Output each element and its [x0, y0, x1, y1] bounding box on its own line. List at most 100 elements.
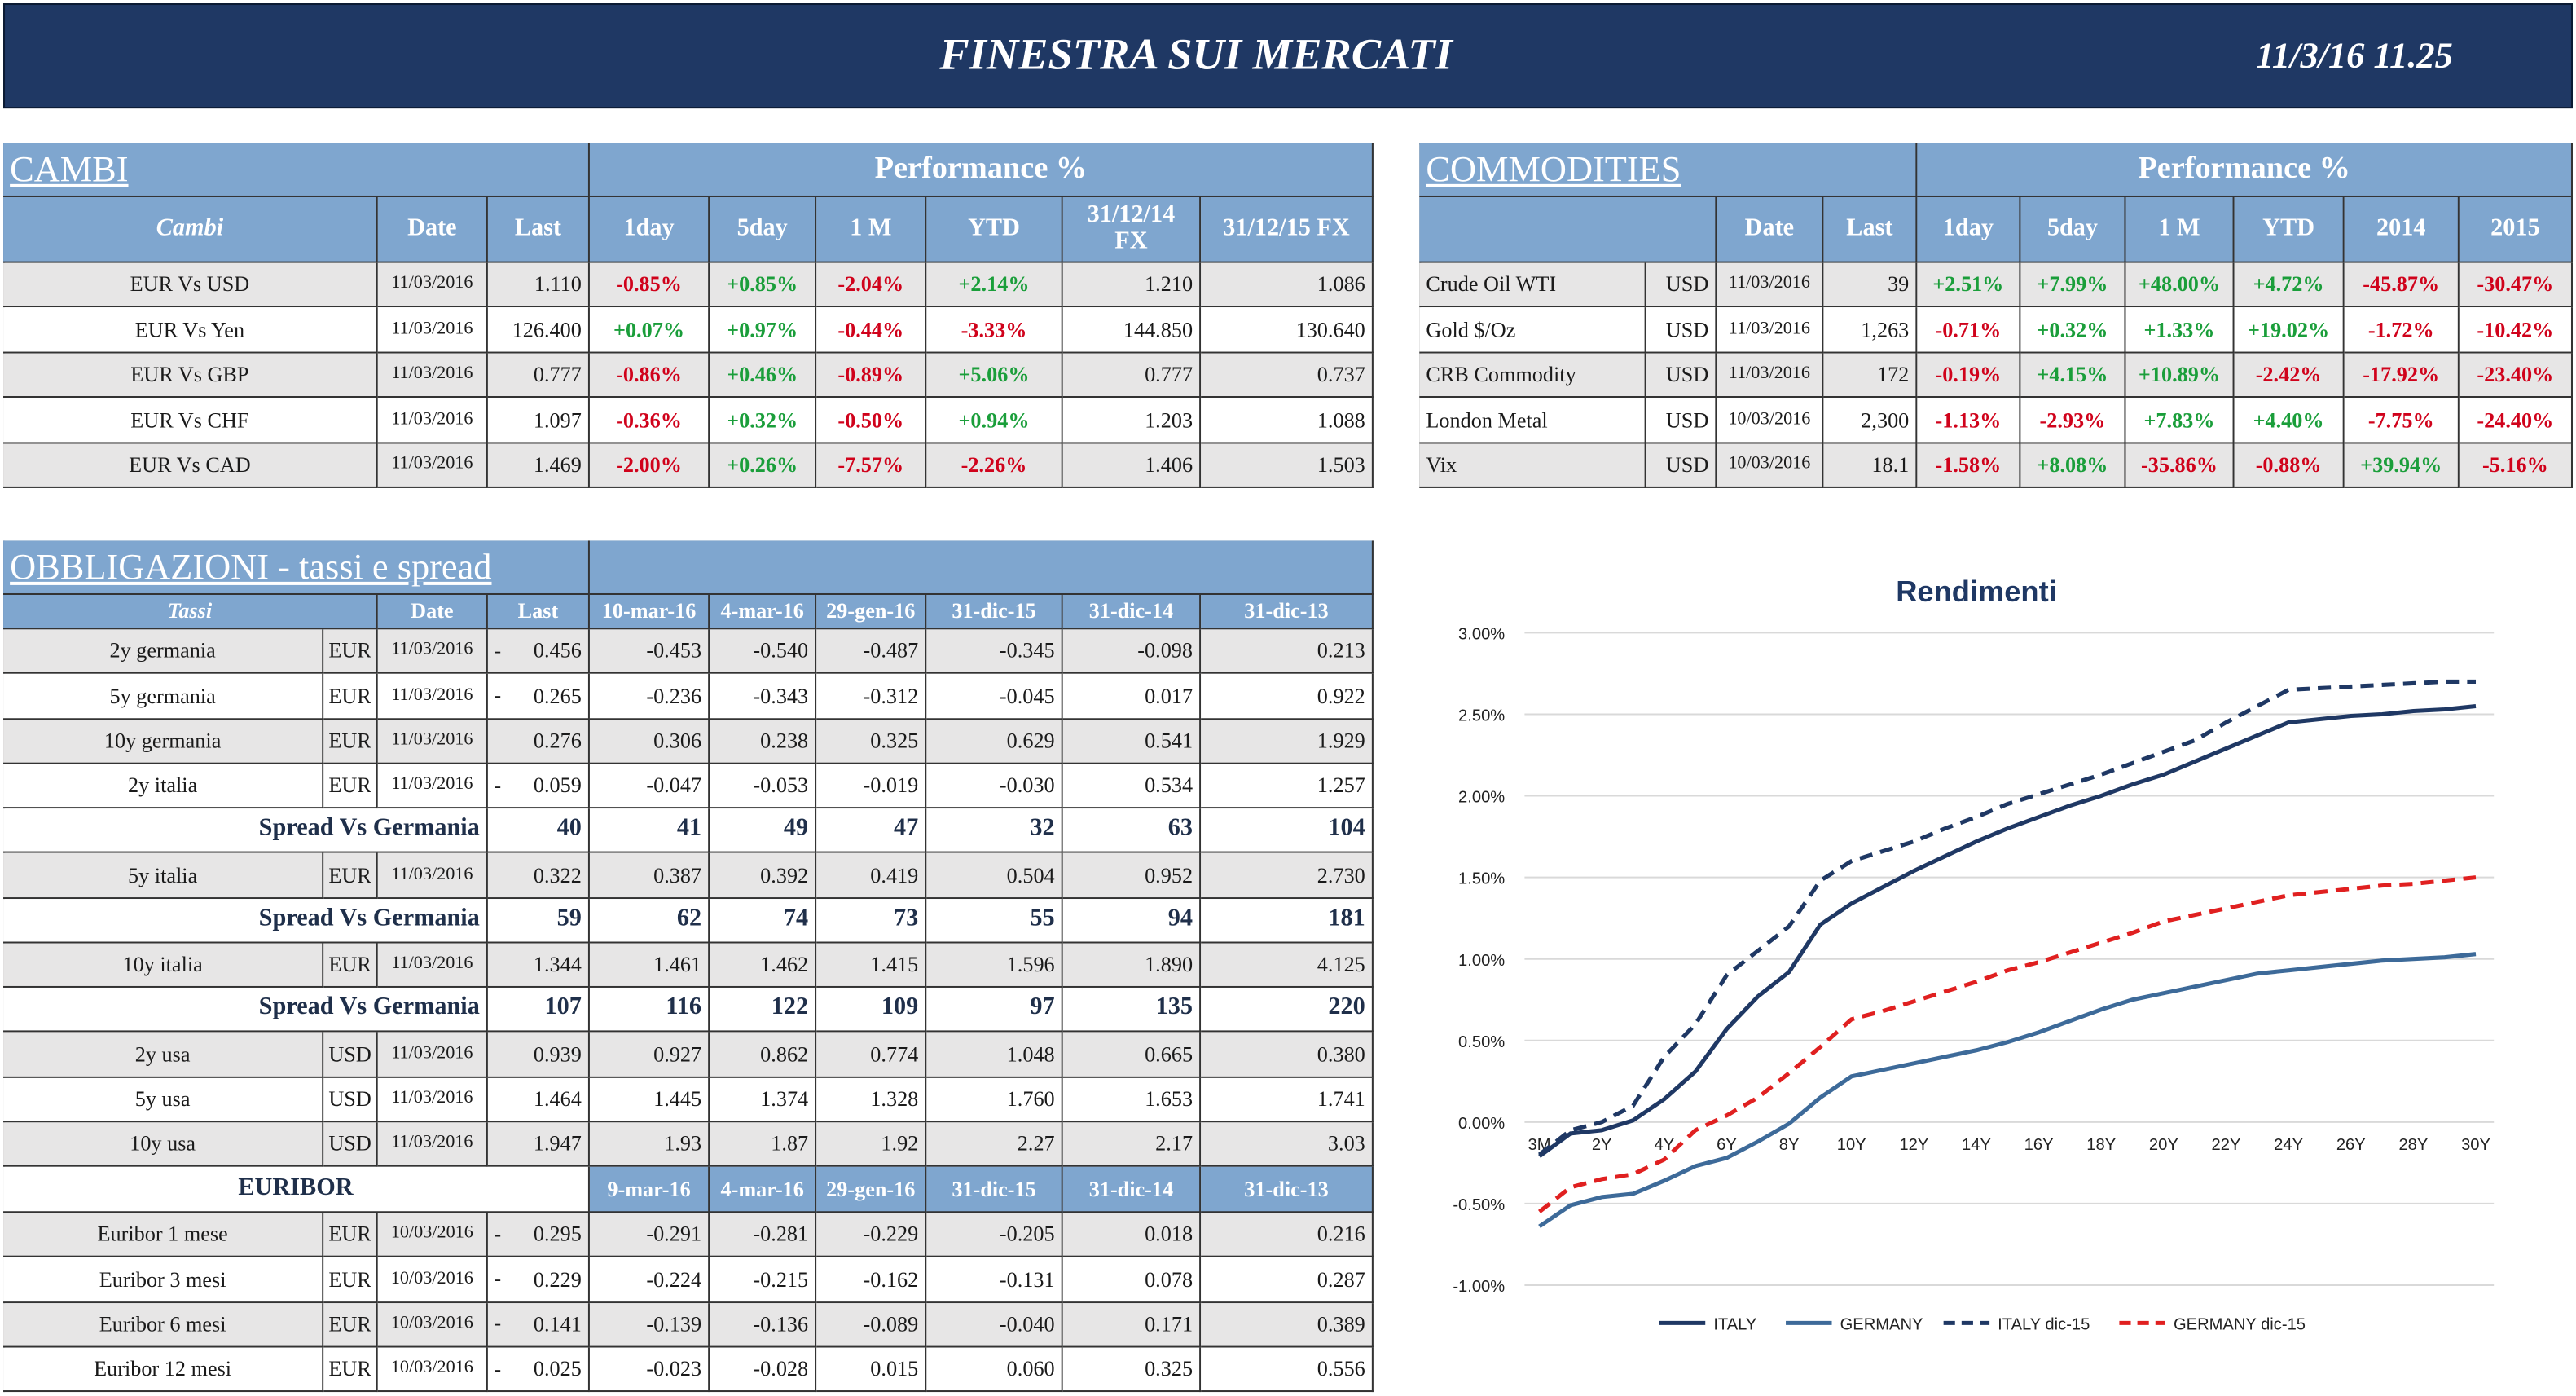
table-cell: 1.088 [1201, 398, 1374, 443]
table-cell: 1.462 [710, 943, 817, 988]
table-cell: -2.26% [926, 443, 1063, 488]
table-cell: 0.777 [487, 353, 590, 399]
x-tick-label: 16Y [2024, 1136, 2054, 1154]
table-cell: Crude Oil WTI [1419, 262, 1646, 308]
table-cell: 0.078 [1062, 1257, 1202, 1303]
column-header: 31-dic-13 [1201, 595, 1374, 630]
x-tick-label: 22Y [2212, 1136, 2241, 1154]
table-cell: 0.265- [487, 674, 590, 720]
column-header: Last [487, 196, 590, 263]
table-cell: 39 [1823, 262, 1918, 308]
table-cell: 11/03/2016 [377, 1121, 488, 1167]
table-cell: +2.14% [926, 262, 1063, 308]
table-cell: 0.216 [1201, 1213, 1374, 1258]
row-label: Euribor 1 mese [3, 1213, 324, 1258]
table-cell: 4.125 [1201, 943, 1374, 988]
table-cell: 1.464 [487, 1077, 590, 1122]
table-cell: -2.00% [589, 443, 710, 488]
table-cell: 0.059- [487, 764, 590, 809]
table-cell: -0.281 [710, 1213, 817, 1258]
table-cell: 3.03 [1201, 1121, 1374, 1167]
table-cell: 1.503 [1201, 443, 1374, 488]
column-header: 31-dic-13 [1201, 1166, 1374, 1213]
legend-label: ITALY dic-15 [1998, 1315, 2090, 1333]
table-cell: 0.556 [1201, 1347, 1374, 1393]
table-cell: 11/03/2016 [1717, 262, 1824, 308]
table-cell: Vix [1419, 443, 1646, 488]
table-cell: 1.257 [1201, 764, 1374, 809]
table-cell: -0.312 [816, 674, 927, 720]
x-tick-label: 10Y [1837, 1136, 1866, 1154]
table-cell: 94 [1062, 898, 1202, 944]
table-cell: 0.380 [1201, 1032, 1374, 1077]
row-label: 10y usa [3, 1121, 324, 1167]
table-cell: -0.85% [589, 262, 710, 308]
x-tick-label: 20Y [2149, 1136, 2178, 1154]
table-cell: -0.487 [816, 629, 927, 675]
table-cell: +0.97% [710, 307, 817, 354]
table-cell: +0.94% [926, 398, 1063, 443]
table-cell: 1.947 [487, 1121, 590, 1167]
table-cell: -0.236 [589, 674, 710, 720]
table-cell: 2.730 [1201, 853, 1374, 899]
table-cell: 220 [1201, 987, 1374, 1033]
table-cell: -45.87% [2344, 262, 2460, 308]
column-header: 2014 [2344, 196, 2460, 263]
legend-label: ITALY [1713, 1315, 1756, 1333]
table-cell: 1,263 [1823, 307, 1918, 354]
table-cell: 0.060 [926, 1347, 1063, 1393]
table-cell: EUR [323, 674, 378, 720]
table-cell: 11/03/2016 [377, 307, 488, 354]
table-cell: -0.205 [926, 1213, 1063, 1258]
column-header: Date [377, 196, 488, 263]
table-cell: 11/03/2016 [377, 629, 488, 675]
table-cell: -7.57% [816, 443, 927, 488]
section-title: COMMODITIES [1419, 143, 1918, 197]
table-cell: 2,300 [1823, 398, 1918, 443]
header-blank [589, 540, 1374, 596]
header-bar: FINESTRA SUI MERCATI 11/3/16 11.25 [3, 3, 2573, 109]
row-label: 5y italia [3, 853, 324, 899]
x-tick-label: 18Y [2086, 1136, 2116, 1154]
page-title: FINESTRA SUI MERCATI [939, 29, 1453, 79]
column-header: 10-mar-16 [589, 595, 710, 630]
column-header-blank [1419, 196, 1717, 263]
table-cell: USD [323, 1077, 378, 1122]
table-cell: EUR [323, 943, 378, 988]
table-cell: 1.469 [487, 443, 590, 488]
table-cell: 0.777 [1062, 353, 1202, 399]
table-cell: USD [1646, 307, 1717, 354]
column-header: 2015 [2459, 196, 2573, 263]
table-cell: +5.06% [926, 353, 1063, 399]
table-cell: 2.17 [1062, 1121, 1202, 1167]
table-cell: 1.344 [487, 943, 590, 988]
table-cell: -2.04% [816, 262, 927, 308]
table-cell: +0.85% [710, 262, 817, 308]
y-tick-label: -1.00% [1453, 1278, 1505, 1296]
table-cell: -1.13% [1917, 398, 2021, 443]
table-cell: +10.89% [2125, 353, 2235, 399]
table-cell: EUR [323, 764, 378, 809]
row-label: Euribor 12 mesi [3, 1347, 324, 1393]
table-cell: +19.02% [2234, 307, 2345, 354]
table-cell: -0.098 [1062, 629, 1202, 675]
table-cell: 11/03/2016 [377, 764, 488, 809]
table-cell: -0.71% [1917, 307, 2021, 354]
table-cell: 11/03/2016 [377, 674, 488, 720]
table-cell: 0.939 [487, 1032, 590, 1077]
table-cell: 0.419 [816, 853, 927, 899]
y-tick-label: 1.50% [1458, 870, 1505, 888]
table-cell: 0.774 [816, 1032, 927, 1077]
table-cell: EUR Vs Yen [3, 307, 378, 354]
table-cell: +2.51% [1917, 262, 2021, 308]
table-cell: 181 [1201, 898, 1374, 944]
table-cell: -1.72% [2344, 307, 2460, 354]
chart-title: Rendimenti [1896, 575, 2057, 608]
column-header: 5day [710, 196, 817, 263]
table-cell: -0.36% [589, 398, 710, 443]
row-label: Euribor 3 mesi [3, 1257, 324, 1303]
table-cell: -0.131 [926, 1257, 1063, 1303]
table-cell: EUR [323, 719, 378, 764]
